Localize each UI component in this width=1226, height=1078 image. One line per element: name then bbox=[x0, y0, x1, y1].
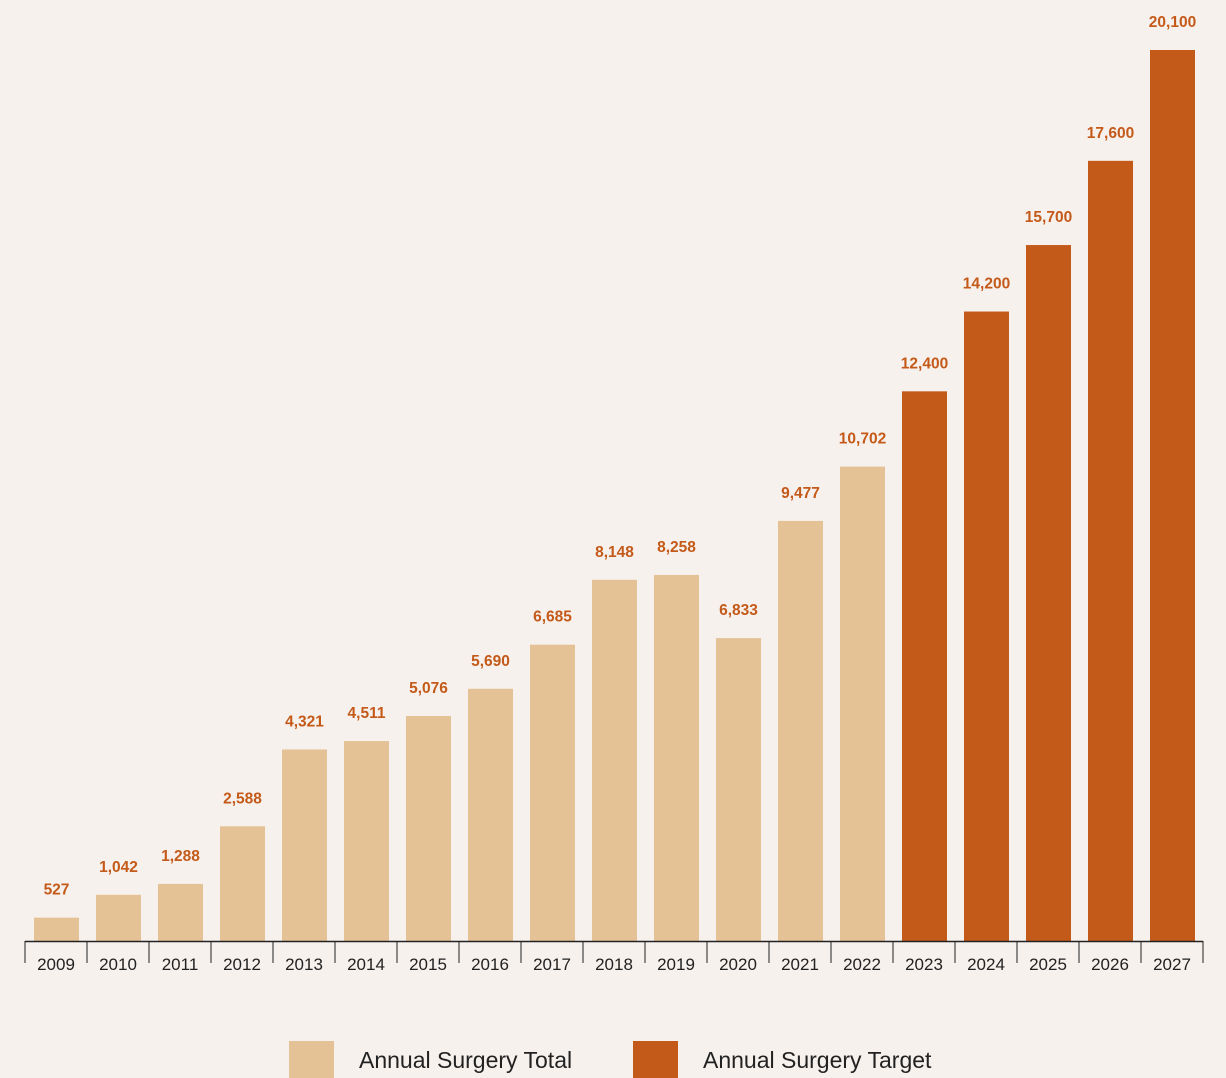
legend: Annual Surgery Total Annual Surgery Targ… bbox=[0, 1041, 1226, 1078]
bar-2025 bbox=[1026, 245, 1071, 941]
value-label-2014: 4,511 bbox=[348, 705, 386, 722]
value-label-2018: 8,148 bbox=[595, 544, 634, 561]
bar-2023 bbox=[902, 391, 947, 941]
bar-2018 bbox=[592, 579, 637, 941]
value-label-2015: 5,076 bbox=[409, 680, 448, 697]
x-tick-label-2011: 2011 bbox=[162, 955, 199, 974]
value-label-2010: 1,042 bbox=[99, 859, 138, 876]
value-label-2019: 8,258 bbox=[657, 539, 696, 556]
value-label-2027: 20,100 bbox=[1149, 14, 1196, 31]
bar-2010 bbox=[96, 894, 141, 941]
bar-2020 bbox=[716, 638, 761, 941]
x-tick-label-2013: 2013 bbox=[285, 955, 323, 974]
x-tick-label-2023: 2023 bbox=[905, 955, 943, 974]
value-label-2023: 12,400 bbox=[901, 355, 948, 372]
bar-2022 bbox=[840, 466, 885, 941]
value-label-2013: 4,321 bbox=[285, 713, 324, 730]
x-tick-label-2009: 2009 bbox=[37, 955, 75, 974]
bar-2017 bbox=[530, 644, 575, 941]
x-tick-label-2027: 2027 bbox=[1153, 955, 1191, 974]
value-label-2017: 6,685 bbox=[533, 609, 572, 626]
bar-2024 bbox=[964, 311, 1009, 941]
x-tick-label-2017: 2017 bbox=[533, 955, 571, 974]
x-tick-label-2015: 2015 bbox=[409, 955, 447, 974]
value-label-2009: 527 bbox=[44, 882, 70, 899]
bar-2026 bbox=[1088, 160, 1133, 941]
value-label-2011: 1,288 bbox=[161, 848, 200, 865]
value-label-2026: 17,600 bbox=[1087, 125, 1134, 142]
bar-2011 bbox=[158, 883, 203, 941]
bar-chart: 527 1,042 1,288 2,588 4,321 4,511 5,076 5,690 6,… bbox=[24, 14, 1204, 974]
value-label-2012: 2,588 bbox=[223, 790, 262, 807]
x-tick-label-2012: 2012 bbox=[223, 955, 261, 974]
x-tick-label-2025: 2025 bbox=[1029, 955, 1067, 974]
legend-swatch-target bbox=[633, 1041, 678, 1078]
x-tick-label-2022: 2022 bbox=[843, 955, 881, 974]
bar-2014 bbox=[344, 741, 389, 941]
value-label-2020: 6,833 bbox=[719, 602, 758, 619]
value-label-2025: 15,700 bbox=[1025, 209, 1072, 226]
x-tick-label-2021: 2021 bbox=[781, 955, 819, 974]
bar-2021 bbox=[778, 520, 823, 941]
bar-2015 bbox=[406, 715, 451, 941]
x-tick-label-2020: 2020 bbox=[719, 955, 757, 974]
legend-label-target: Annual Surgery Target bbox=[703, 1047, 932, 1073]
value-label-2024: 14,200 bbox=[963, 276, 1010, 293]
bar-2016 bbox=[468, 688, 513, 941]
x-tick-label-2019: 2019 bbox=[657, 955, 695, 974]
bar-2019 bbox=[654, 574, 699, 941]
bar-2027 bbox=[1150, 50, 1195, 941]
legend-swatch-total bbox=[289, 1041, 334, 1078]
x-tick-label-2010: 2010 bbox=[99, 955, 137, 974]
x-tick-label-2018: 2018 bbox=[595, 955, 633, 974]
x-tick-label-2024: 2024 bbox=[967, 955, 1005, 974]
value-label-2022: 10,702 bbox=[839, 431, 886, 448]
bar-2012 bbox=[220, 826, 265, 941]
legend-label-total: Annual Surgery Total bbox=[359, 1047, 573, 1073]
value-label-2016: 5,690 bbox=[471, 653, 510, 670]
bar-2009 bbox=[34, 917, 79, 941]
bar-2013 bbox=[282, 749, 327, 941]
value-label-2021: 9,477 bbox=[781, 485, 820, 502]
x-tick-label-2016: 2016 bbox=[471, 955, 509, 974]
x-tick-label-2014: 2014 bbox=[347, 955, 385, 974]
x-tick-label-2026: 2026 bbox=[1091, 955, 1129, 974]
